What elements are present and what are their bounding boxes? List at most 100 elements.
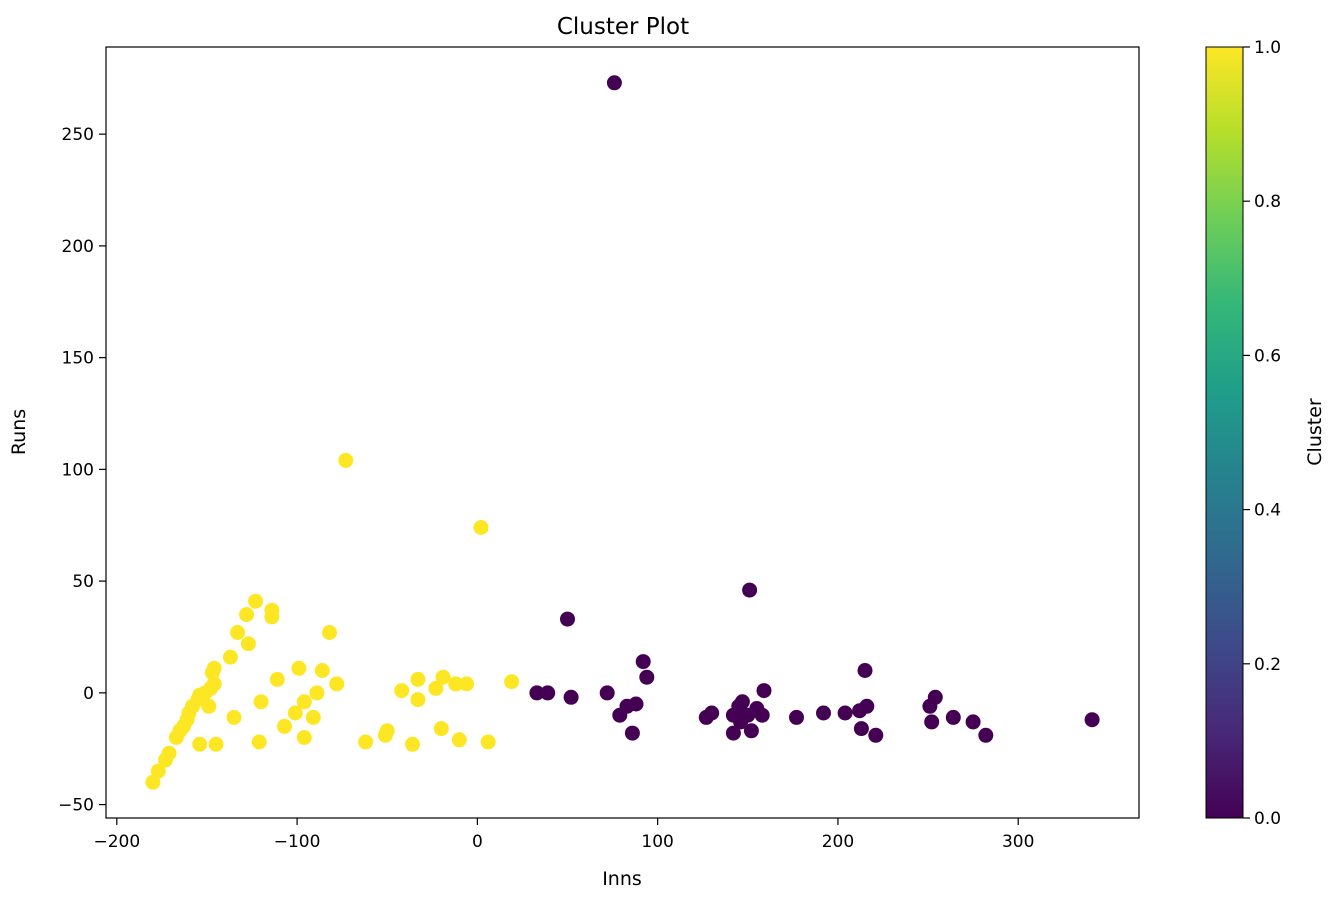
colorbar	[1205, 46, 1244, 819]
data-point-cluster-1	[168, 730, 184, 745]
data-point-cluster-0	[927, 689, 943, 705]
data-point-cluster-1	[150, 763, 166, 779]
data-point-cluster-1	[222, 649, 238, 665]
data-point-cluster-1	[230, 625, 246, 640]
data-point-cluster-1	[251, 734, 267, 750]
data-point-cluster-0	[624, 725, 640, 741]
data-point-cluster-0	[529, 685, 545, 701]
data-point-cluster-1	[192, 736, 208, 752]
data-point-cluster-1	[410, 671, 426, 687]
data-point-cluster-0	[945, 709, 961, 725]
data-point-cluster-1	[473, 520, 489, 535]
data-point-cluster-0	[628, 696, 644, 712]
data-point-cluster-0	[742, 582, 758, 598]
data-point-cluster-1	[269, 671, 285, 687]
x-tick-label: 200	[822, 832, 854, 852]
data-point-cluster-1	[158, 752, 173, 768]
data-point-cluster-0	[857, 663, 873, 678]
data-point-cluster-1	[248, 593, 264, 609]
data-point-cluster-1	[239, 607, 255, 623]
data-point-cluster-0	[816, 705, 831, 721]
data-point-cluster-0	[924, 714, 940, 730]
data-point-cluster-1	[226, 709, 242, 725]
data-point-cluster-0	[540, 685, 556, 701]
y-tick-label: 0	[83, 684, 94, 704]
data-point-cluster-1	[358, 734, 374, 750]
data-point-cluster-0	[756, 683, 772, 699]
data-point-cluster-0	[853, 721, 869, 737]
data-point-cluster-1	[451, 732, 467, 748]
data-point-cluster-1	[240, 636, 256, 652]
data-point-cluster-1	[448, 676, 464, 692]
x-tick-label: 100	[641, 832, 673, 852]
data-point-cluster-1	[379, 723, 395, 739]
data-point-cluster-1	[504, 674, 520, 690]
data-point-cluster-0	[837, 705, 853, 721]
chart-title: Cluster Plot	[557, 14, 689, 40]
data-point-cluster-0	[704, 705, 720, 721]
data-point-cluster-1	[394, 683, 410, 699]
data-point-cluster-0	[639, 669, 655, 685]
colorbar-label: Cluster	[1304, 398, 1326, 466]
data-point-cluster-0	[563, 689, 579, 705]
data-point-cluster-1	[264, 609, 280, 625]
points-layer	[145, 75, 1100, 790]
data-point-cluster-0	[606, 75, 622, 91]
data-point-cluster-1	[305, 709, 321, 725]
x-axis-label: Inns	[602, 868, 642, 890]
x-tick-label: −200	[93, 832, 140, 852]
y-axis-label: Runs	[8, 409, 30, 455]
data-point-cluster-0	[859, 698, 875, 714]
data-point-cluster-1	[291, 660, 307, 676]
colorbar-tick-label: 0.2	[1254, 655, 1281, 675]
data-point-cluster-1	[428, 680, 444, 696]
y-tick-label: −50	[58, 796, 94, 816]
data-point-cluster-1	[309, 685, 325, 701]
data-point-cluster-1	[480, 734, 496, 750]
data-point-cluster-1	[433, 721, 449, 737]
data-point-cluster-1	[435, 669, 451, 685]
data-point-cluster-0	[734, 694, 750, 710]
y-tick-label: 200	[62, 237, 94, 257]
data-point-cluster-0	[725, 725, 741, 741]
data-point-cluster-0	[868, 727, 884, 743]
colorbar-tick-label: 0.0	[1254, 809, 1281, 829]
colorbar-tick-label: 0.6	[1254, 346, 1281, 366]
data-point-cluster-1	[410, 692, 426, 708]
data-point-cluster-1	[338, 452, 354, 468]
data-point-cluster-1	[405, 736, 420, 752]
data-point-cluster-0	[754, 707, 770, 723]
data-point-cluster-1	[322, 625, 337, 640]
data-point-cluster-1	[277, 718, 292, 734]
y-tick-label: 150	[62, 349, 94, 369]
data-point-cluster-1	[459, 676, 475, 692]
data-point-cluster-1	[208, 736, 224, 752]
colorbar-axis: 0.0 0.2 0.4 0.6 0.8 1.0	[1243, 38, 1281, 829]
x-tick-label: −100	[274, 832, 321, 852]
data-point-cluster-0	[743, 723, 759, 739]
colorbar-tick-label: 0.4	[1254, 501, 1281, 521]
data-point-cluster-0	[599, 685, 615, 701]
x-tick-label: 0	[472, 832, 483, 852]
data-point-cluster-1	[329, 676, 345, 692]
data-point-cluster-1	[296, 694, 312, 710]
data-point-cluster-1	[145, 774, 161, 790]
data-point-cluster-1	[296, 730, 312, 745]
data-point-cluster-1	[287, 705, 303, 721]
colorbar-tick-label: 1.0	[1254, 38, 1281, 58]
x-axis: −200 −100 0 100 200 300	[93, 818, 1034, 852]
data-point-cluster-1	[314, 663, 330, 678]
data-point-cluster-0	[1084, 712, 1100, 728]
data-point-cluster-0	[560, 611, 575, 627]
data-point-cluster-0	[978, 727, 994, 743]
data-point-cluster-1	[204, 665, 220, 681]
y-tick-label: 100	[62, 460, 94, 480]
y-axis: −50 0 50 100 150 200 250	[58, 125, 106, 816]
data-point-cluster-1	[201, 698, 217, 714]
data-point-cluster-0	[635, 654, 651, 670]
y-tick-label: 50	[72, 572, 94, 592]
data-point-cluster-0	[965, 714, 981, 730]
data-point-cluster-0	[789, 709, 804, 725]
x-tick-label: 300	[1002, 832, 1034, 852]
